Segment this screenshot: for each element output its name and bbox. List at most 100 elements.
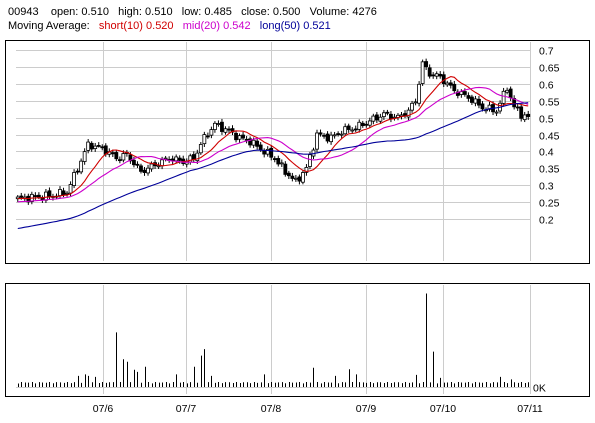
candle-body: [290, 175, 295, 179]
candle-body: [389, 113, 393, 120]
candle-body: [318, 132, 323, 135]
candle-body: [117, 159, 122, 162]
candle-body: [198, 144, 203, 154]
candle-body: [462, 91, 467, 95]
candle-body: [343, 126, 348, 135]
candle-body: [477, 98, 481, 106]
candle-body: [15, 196, 20, 200]
candle-body: [205, 135, 210, 138]
candle-body: [480, 103, 485, 110]
candle-body: [227, 128, 231, 131]
candle-body: [424, 61, 429, 68]
candle-body: [89, 142, 94, 150]
candle-body: [191, 154, 196, 160]
candle-body: [279, 162, 284, 165]
candle-body: [177, 157, 182, 161]
price-tick-label: 0.2: [539, 215, 554, 227]
date-label: 07/9: [356, 403, 377, 415]
candle-body: [339, 133, 344, 136]
moving-average-legend: Moving Average: short(10) 0.520 mid(20) …: [8, 20, 331, 33]
date-label: 07/11: [517, 403, 543, 415]
candle-body: [283, 163, 288, 175]
candle-body: [420, 61, 425, 84]
price-tick-label: 0.5: [539, 114, 554, 126]
candle-body: [470, 96, 474, 103]
candle-body: [223, 128, 228, 133]
candle-body: [202, 134, 207, 145]
candle-body: [505, 89, 510, 93]
mid-ma-label: mid(20): [182, 20, 221, 32]
candle-body: [68, 184, 73, 194]
candle-body: [19, 195, 24, 198]
volume-panel: 180000K120000K60000K0K: [5, 283, 590, 397]
candle-body: [519, 106, 524, 119]
candle-body: [272, 158, 277, 160]
long-ma-value: 0.521: [303, 20, 331, 32]
candle-body: [357, 121, 362, 130]
candle-body: [258, 144, 263, 150]
candle-body: [237, 135, 242, 140]
price-tick-label: 0.3: [539, 181, 554, 193]
candle-body: [128, 154, 133, 162]
candle-body: [244, 138, 249, 141]
candle-body: [367, 120, 372, 126]
candle-body: [262, 150, 267, 155]
candle-body: [301, 172, 305, 183]
long-ma-line: [17, 102, 529, 230]
candle-body: [466, 95, 471, 99]
candle-body: [163, 157, 168, 160]
candle-body: [255, 140, 260, 147]
candle-body: [251, 139, 256, 146]
candle-body: [452, 83, 457, 92]
candle-body: [156, 165, 161, 168]
candle-body: [322, 134, 326, 137]
candle-body: [360, 122, 365, 127]
price-tick-label: 0.7: [539, 46, 554, 58]
candle-body: [417, 83, 422, 104]
candle-body: [139, 165, 143, 172]
candle-body: [526, 113, 531, 117]
candle-body: [364, 123, 369, 126]
candle-body: [293, 177, 298, 180]
candle-body: [135, 163, 140, 166]
candle-body: [329, 134, 333, 143]
x-axis: 07/6 07/7 07/8 07/9 07/10 07/11: [93, 403, 543, 415]
candle-body: [96, 145, 101, 147]
candle-body: [515, 106, 520, 109]
candle-body: [86, 141, 91, 151]
ticker-code: 00943: [8, 6, 39, 18]
volume-tick-label: 0K: [533, 383, 546, 395]
candle-body: [269, 147, 274, 158]
mid-ma-value: 0.542: [223, 20, 251, 32]
candle-body: [241, 134, 245, 139]
short-ma-label: short(10): [98, 20, 143, 32]
candle-body: [44, 191, 48, 201]
candle-body: [448, 82, 453, 86]
candle-body: [473, 98, 478, 104]
date-label: 07/10: [430, 403, 456, 415]
price-tick-label: 0.55: [539, 97, 560, 109]
candle-body: [160, 159, 165, 167]
open-label: open:: [50, 6, 79, 18]
candle-body: [93, 145, 98, 149]
candle-body: [79, 160, 84, 173]
date-label: 07/8: [261, 403, 282, 415]
candle-body: [371, 115, 376, 122]
volume-label: Volume:: [309, 6, 350, 18]
candle-body: [438, 73, 443, 77]
candle-body: [65, 192, 69, 195]
candle-body: [434, 73, 439, 77]
close-label: close:: [241, 6, 270, 18]
close-value: 0.500: [272, 6, 301, 18]
price-tick-label: 0.35: [539, 164, 560, 176]
candle-body: [410, 102, 414, 111]
candle-body: [132, 159, 136, 166]
candle-body: [234, 132, 238, 141]
candle-body: [146, 167, 150, 174]
candle-body: [353, 128, 358, 131]
volume-frame: [5, 283, 590, 397]
low-value: 0.485: [204, 6, 232, 18]
candle-body: [75, 170, 80, 173]
candle-body: [82, 151, 87, 162]
low-label: low:: [181, 6, 202, 18]
